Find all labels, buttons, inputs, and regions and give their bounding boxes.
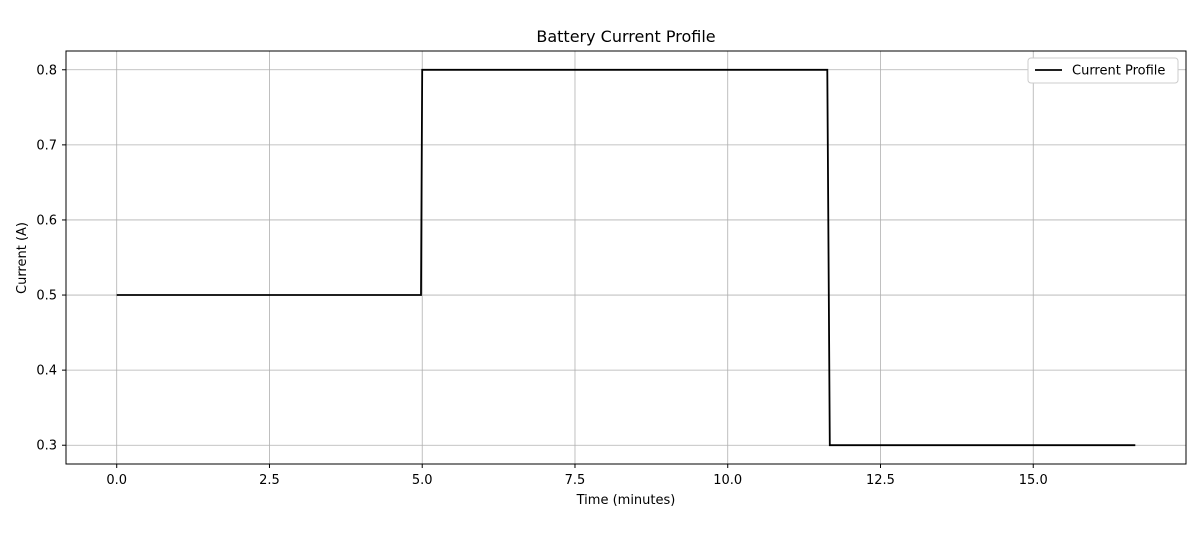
- legend-label: Current Profile: [1072, 64, 1165, 79]
- grid-lines: [66, 51, 1186, 464]
- y-tick-label: 0.6: [36, 213, 57, 228]
- plot-frame: [65, 50, 1187, 465]
- series-line: [116, 68, 1136, 447]
- x-axis-title: Time (minutes): [576, 493, 676, 508]
- x-tick-label: 10.0: [713, 473, 742, 488]
- y-tick-label: 0.4: [36, 364, 57, 379]
- x-axis-ticks: 0.0 2.5 5.0 7.5 10.0 12.5 15.0: [106, 464, 1048, 488]
- chart-title: Battery Current Profile: [536, 27, 715, 46]
- y-tick-label: 0.7: [36, 138, 57, 153]
- series-layer: [116, 68, 1136, 447]
- x-tick-label: 7.5: [565, 473, 586, 488]
- y-axis-title: Current (A): [15, 222, 30, 294]
- legend-box: [1027, 57, 1179, 84]
- x-tick-label: 12.5: [866, 473, 895, 488]
- y-tick-label: 0.8: [36, 63, 57, 78]
- x-tick-label: 2.5: [259, 473, 280, 488]
- x-tick-label: 15.0: [1019, 473, 1048, 488]
- x-tick-label: 0.0: [106, 473, 127, 488]
- legend: Current Profile: [1027, 57, 1179, 84]
- x-tick-label: 5.0: [412, 473, 433, 488]
- y-axis-ticks: 0.3 0.4 0.5 0.6 0.7 0.8: [36, 63, 66, 454]
- y-tick-label: 0.3: [36, 439, 57, 454]
- y-tick-label: 0.5: [36, 289, 57, 304]
